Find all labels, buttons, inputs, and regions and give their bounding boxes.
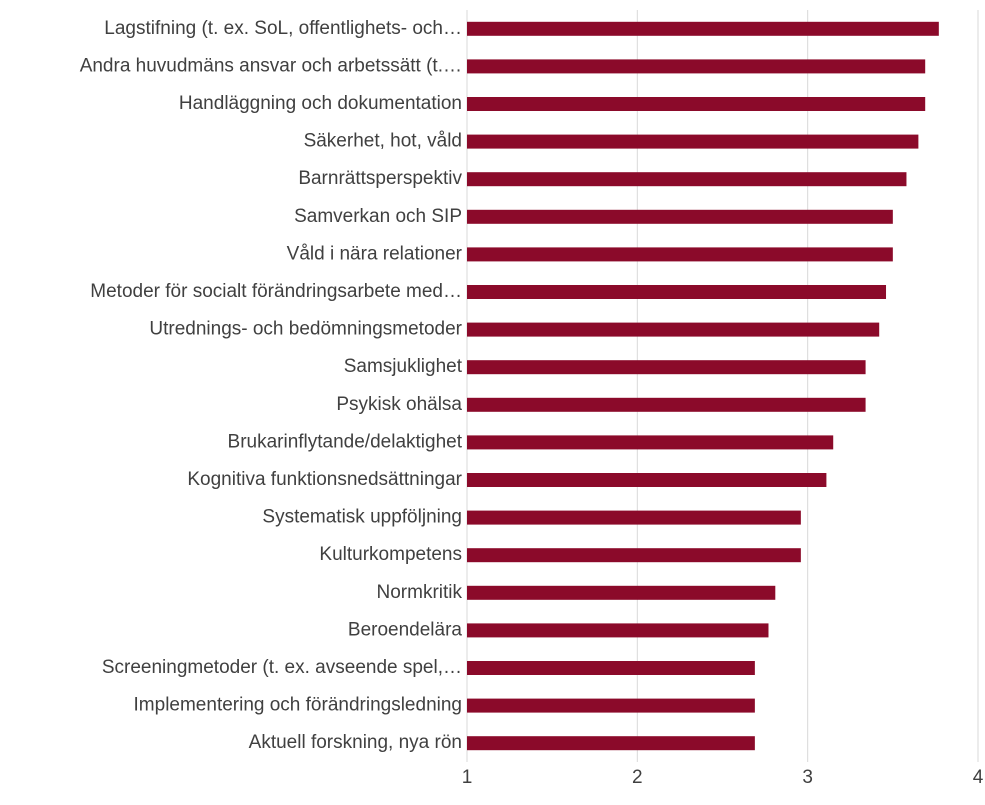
bar <box>467 661 755 675</box>
bar <box>467 623 769 638</box>
y-tick-label: Metoder för socialt förändringsarbete me… <box>90 281 462 302</box>
bar <box>467 510 801 525</box>
bar <box>467 698 755 713</box>
y-tick-label: Lagstifning (t. ex. SoL, offentlighets- … <box>104 18 462 39</box>
bar <box>467 397 866 412</box>
bar <box>467 548 801 563</box>
bar <box>467 360 866 375</box>
y-tick-label: Kulturkompetens <box>319 544 462 565</box>
bar <box>467 285 887 299</box>
x-tick-label: 1 <box>462 767 473 788</box>
y-tick-label: Utrednings- och bedömningsmetoder <box>149 319 462 340</box>
bar <box>467 172 907 187</box>
y-tick-label: Brukarinflytande/delaktighet <box>228 431 463 452</box>
x-tick-label: 3 <box>802 767 813 788</box>
bar <box>467 435 834 450</box>
bar <box>467 209 893 224</box>
y-tick-label: Systematisk uppföljning <box>262 507 462 528</box>
bar <box>467 736 755 751</box>
y-tick-label: Kognitiva funktionsnedsättningar <box>187 469 462 490</box>
x-tick-label: 4 <box>973 767 984 788</box>
y-tick-label: Beroendelära <box>348 619 463 640</box>
bar <box>467 97 926 111</box>
bar <box>467 585 776 600</box>
bar <box>467 59 926 74</box>
bar <box>467 247 893 262</box>
bar <box>467 21 939 36</box>
x-tick-label: 2 <box>632 767 643 788</box>
y-tick-label: Barnrättsperspektiv <box>298 168 462 189</box>
y-tick-label: Samverkan och SIP <box>294 206 462 227</box>
y-tick-label: Samsjuklighet <box>344 356 463 377</box>
y-tick-label: Handläggning och dokumentation <box>179 93 462 114</box>
y-tick-label: Våld i nära relationer <box>287 243 463 264</box>
y-tick-label: Screeningmetoder (t. ex. avseende spel,… <box>102 657 462 678</box>
bar <box>467 134 919 149</box>
y-tick-label: Psykisk ohälsa <box>336 394 462 415</box>
y-tick-label: Andra huvudmäns ansvar och arbetssätt (t… <box>80 55 462 76</box>
y-tick-label: Implementering och förändringsledning <box>134 695 462 716</box>
bar <box>467 322 880 337</box>
y-tick-label: Normkritik <box>377 582 463 603</box>
y-tick-label: Säkerhet, hot, våld <box>304 131 462 152</box>
bar <box>467 473 827 487</box>
y-tick-label: Aktuell forskning, nya rön <box>249 732 462 753</box>
